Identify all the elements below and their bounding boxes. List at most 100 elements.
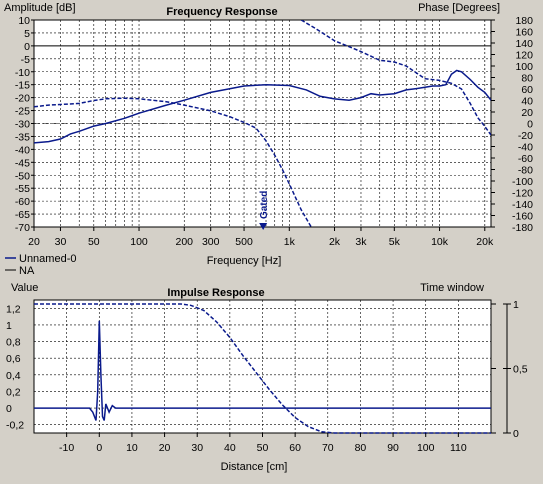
amplitude-tick-label: -45 <box>15 157 30 169</box>
gate-marker: Gated <box>259 191 270 230</box>
time-window-tick-label: 1 <box>513 299 519 311</box>
value-tick-label: 0,6 <box>6 353 21 365</box>
phase-tick-label: 40 <box>521 96 533 108</box>
distance-tick-label: 10 <box>126 442 138 454</box>
distance-tick-label: 50 <box>257 442 269 454</box>
amplitude-tick-label: -5 <box>21 54 30 66</box>
phase-axis-label: Phase [Degrees] <box>418 2 500 14</box>
amplitude-tick-label: -65 <box>15 209 30 221</box>
amplitude-tick-label: -70 <box>15 222 30 234</box>
distance-tick-label: -10 <box>59 442 74 454</box>
frequency-tick-label: 500 <box>235 236 253 248</box>
frequency-chart-title: Frequency Response <box>166 6 277 18</box>
phase-tick-label: 120 <box>515 50 533 62</box>
gate-marker-label: Gated <box>259 191 270 219</box>
value-tick-label: 1,2 <box>6 303 21 315</box>
phase-curve <box>34 97 312 227</box>
phase-tick-label: -140 <box>512 199 533 211</box>
distance-tick-label: 80 <box>355 442 367 454</box>
amplitude-axis-label: Amplitude [dB] <box>4 2 76 14</box>
phase-tick-label: -180 <box>512 222 533 234</box>
frequency-tick-label: 5k <box>389 236 401 248</box>
phase-tick-label: -120 <box>512 188 533 200</box>
value-tick-label: 1 <box>6 320 12 332</box>
frequency-tick-label: 2k <box>329 236 341 248</box>
phase-tick-label: -160 <box>512 211 533 223</box>
amplitude-tick-label: -40 <box>15 144 30 156</box>
frequency-tick-label: 3k <box>355 236 367 248</box>
distance-tick-label: 40 <box>224 442 236 454</box>
frequency-axis-label: Frequency [Hz] <box>207 255 282 267</box>
distance-tick-label: 20 <box>159 442 171 454</box>
distance-tick-label: 90 <box>387 442 399 454</box>
impulse-series <box>34 303 491 434</box>
value-tick-label: 0,4 <box>6 370 21 382</box>
distance-tick-label: 70 <box>322 442 334 454</box>
phase-tick-label: 0 <box>527 119 533 131</box>
amplitude-tick-label: -20 <box>15 93 30 105</box>
value-tick-label: 0,2 <box>6 386 21 398</box>
distance-tick-label: 30 <box>191 442 203 454</box>
phase-tick-label: -60 <box>518 153 533 165</box>
phase-tick-label: -40 <box>518 142 533 154</box>
legend: Unnamed-0 NA <box>5 253 76 277</box>
amplitude-tick-label: 0 <box>24 41 30 53</box>
phase-tick-label: 60 <box>521 84 533 96</box>
frequency-tick-label: 100 <box>130 236 148 248</box>
time-window-curve <box>34 303 491 434</box>
phase-tick-label: -20 <box>518 130 533 142</box>
value-axis-label: Value <box>11 282 38 294</box>
phase-curve <box>300 20 491 136</box>
time-window-tick-label: 0,5 <box>513 364 528 376</box>
frequency-tick-label: 20 <box>28 236 40 248</box>
amplitude-tick-label: 10 <box>18 15 30 27</box>
phase-tick-label: 160 <box>515 27 533 39</box>
frequency-tick-label: 200 <box>175 236 193 248</box>
phase-tick-label: 80 <box>521 73 533 85</box>
legend-item-unnamed: Unnamed-0 <box>19 253 76 265</box>
frequency-tick-label: 300 <box>202 236 220 248</box>
time-window-tick-label: 0 <box>513 428 519 440</box>
impulse-curve <box>34 320 491 421</box>
frequency-series <box>34 20 491 227</box>
impulse-chart-title: Impulse Response <box>167 287 264 299</box>
legend-item-na: NA <box>19 265 35 277</box>
amplitude-tick-label: -10 <box>15 67 30 79</box>
frequency-tick-label: 10k <box>431 236 449 248</box>
frequency-tick-label: 20k <box>476 236 494 248</box>
frequency-tick-label: 50 <box>88 236 100 248</box>
gate-marker-arrow <box>259 223 268 230</box>
value-tick-label: 0 <box>6 403 12 415</box>
impulse-ticks: 1,2 1 0,8 0,6 0,4 0,2 0 -0,2 1 0,5 0 -10 0 10 20 30 40 50… <box>6 299 528 454</box>
amplitude-tick-label: -15 <box>15 80 30 92</box>
phase-tick-label: -80 <box>518 165 533 177</box>
phase-tick-label: 20 <box>521 107 533 119</box>
amplitude-tick-label: -55 <box>15 183 30 195</box>
value-tick-label: 0,8 <box>6 337 21 349</box>
amplitude-tick-label: -30 <box>15 119 30 131</box>
distance-tick-label: 60 <box>289 442 301 454</box>
frequency-tick-label: 30 <box>55 236 67 248</box>
distance-tick-label: 100 <box>417 442 435 454</box>
phase-tick-label: 180 <box>515 15 533 27</box>
phase-tick-label: -100 <box>512 176 533 188</box>
distance-tick-label: 110 <box>450 442 467 454</box>
amplitude-tick-label: -35 <box>15 131 30 143</box>
frequency-grid <box>33 19 491 228</box>
time-window-axis-label: Time window <box>420 282 484 294</box>
distance-tick-label: 0 <box>96 442 102 454</box>
phase-tick-label: 140 <box>515 38 533 50</box>
amplitude-tick-label: -25 <box>15 106 30 118</box>
frequency-response-chart: 1050-5-10-15-20-25-30-35-40-45-50-55-60-… <box>4 2 533 277</box>
amplitude-tick-label: -60 <box>15 196 30 208</box>
amplitude-tick-label: 5 <box>24 28 30 40</box>
distance-axis-label: Distance [cm] <box>221 461 288 473</box>
frequency-ticks: 1050-5-10-15-20-25-30-35-40-45-50-55-60-… <box>15 15 533 248</box>
value-tick-label: -0,2 <box>6 420 24 432</box>
amplitude-tick-label: -50 <box>15 170 30 182</box>
frequency-tick-label: 1k <box>284 236 296 248</box>
phase-tick-label: 100 <box>515 61 533 73</box>
amplitude-curve <box>34 69 491 144</box>
impulse-response-chart: 1,2 1 0,8 0,6 0,4 0,2 0 -0,2 1 0,5 0 -10 0 10 20 30 40 50… <box>6 282 528 473</box>
